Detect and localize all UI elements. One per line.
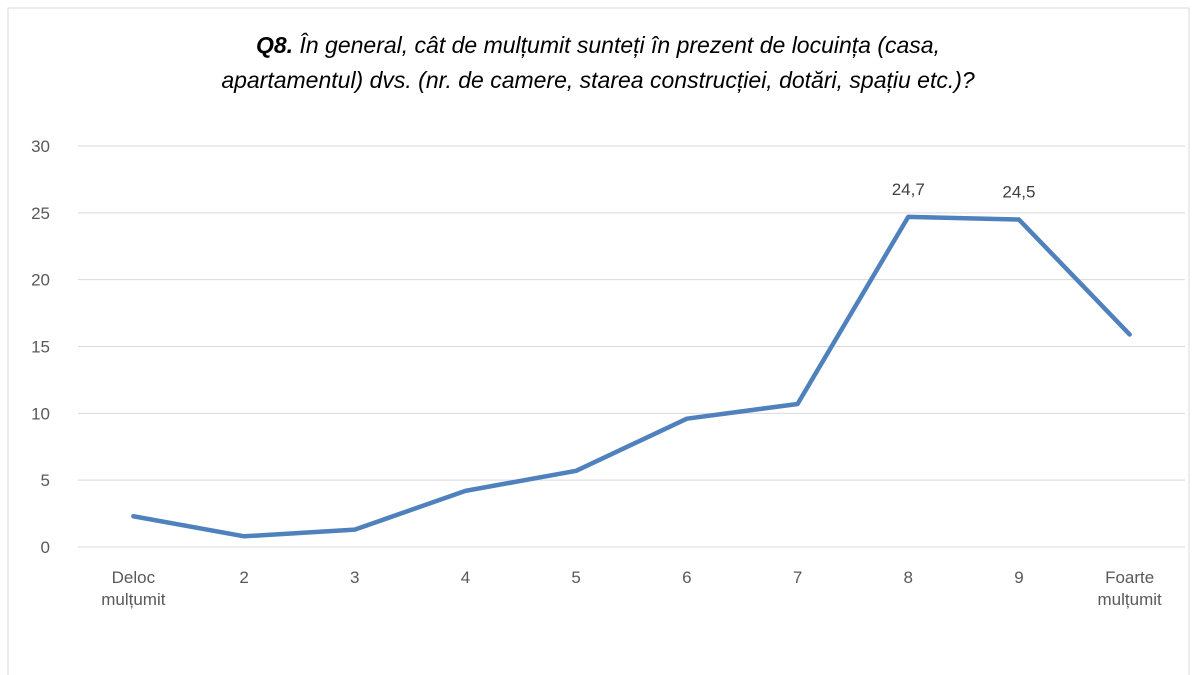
x-tick-label: 8: [903, 568, 913, 587]
y-tick-label: 20: [31, 271, 50, 290]
data-label: 24,5: [1002, 183, 1035, 202]
line: [131, 214, 1132, 539]
y-tick-label: 15: [31, 338, 50, 357]
chart-border: [7, 7, 1190, 675]
chart-title: apartamentul) dvs. (nr. de camere, stare…: [221, 67, 975, 93]
x-tick-label: Deloc mulțumit: [101, 568, 166, 609]
y-tick-label: 10: [31, 404, 50, 423]
x-tick-label: 5: [571, 568, 581, 587]
chart-title: Q8. În general, cât de mulțumit sunteți …: [256, 32, 940, 58]
x-tick-label: 7: [792, 568, 803, 587]
x-tick-label: 9: [1014, 568, 1024, 587]
x-tick-label: 3: [350, 568, 360, 587]
y-tick-label: 0: [41, 538, 50, 557]
title-line: În general, cât de mulțumit sunteți în p…: [299, 32, 940, 58]
y-tick-label: 5: [41, 471, 50, 490]
x-tick-label: Foarte mulțumit: [1097, 568, 1162, 609]
x-tick-label: 4: [460, 568, 471, 587]
y-tick-label: 30: [31, 137, 50, 156]
title-label: Q8.: [256, 32, 293, 58]
x-tick-label: 2: [239, 568, 249, 587]
data-label: 24,7: [892, 180, 925, 199]
y-tick-label: 25: [31, 204, 50, 223]
x-tick-label: 6: [682, 568, 692, 587]
